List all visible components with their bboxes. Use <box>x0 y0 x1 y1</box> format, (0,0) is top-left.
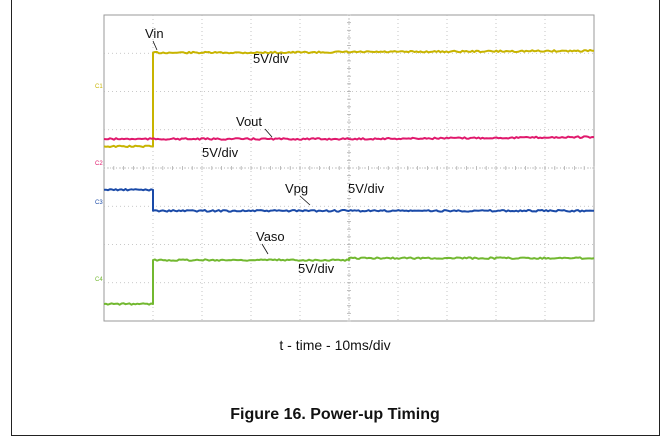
trace-label-vpg: Vpg <box>285 181 308 196</box>
scale-label-vout: 5V/div <box>202 145 239 160</box>
label-leader-line <box>299 195 311 206</box>
x-axis-label: t - time - 10ms/div <box>279 337 391 353</box>
channel-marker-c1: C1 <box>95 84 103 90</box>
trace-label-vout: Vout <box>236 114 262 129</box>
trace-label-vaso: Vaso <box>256 229 285 244</box>
channel-marker-c3: C3 <box>95 200 103 206</box>
figure-frame <box>11 0 660 436</box>
channel-marker-c2: C2 <box>95 161 103 167</box>
trace-label-vin: Vin <box>145 26 164 41</box>
channel-marker-c4: C4 <box>95 277 103 283</box>
label-leader-line <box>264 128 273 138</box>
trace-vout <box>103 135 595 141</box>
scale-label-vaso: 5V/div <box>298 261 335 276</box>
scale-label-vpg: 5V/div <box>348 181 385 196</box>
label-leader-line <box>261 243 269 255</box>
grid <box>103 14 595 322</box>
label-leader-line <box>152 40 158 51</box>
trace-vin <box>103 49 595 149</box>
trace-labels: C1 Vin 5V/div C2 Vout 5V/div C3 Vpg 5V/div C4 Vaso… <box>95 26 385 283</box>
traces <box>103 49 595 306</box>
scale-label-vin: 5V/div <box>253 51 290 66</box>
trace-vpg <box>103 188 594 213</box>
trace-vaso <box>103 256 595 306</box>
figure-caption: Figure 16. Power-up Timing <box>230 406 440 423</box>
